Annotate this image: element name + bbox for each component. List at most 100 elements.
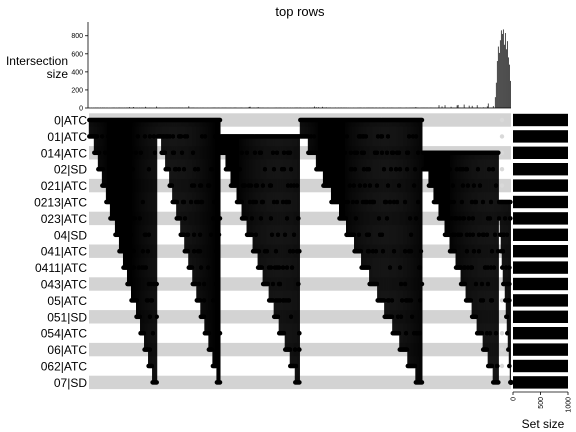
inactive-dot	[499, 380, 505, 385]
set-label: 054|ATC	[41, 327, 88, 341]
set-size-axis-tick-label: 500	[538, 397, 545, 409]
intersection-dot	[494, 363, 500, 369]
intersection-dot	[508, 216, 513, 221]
intersection-dot	[297, 347, 302, 352]
intersection-bar	[316, 107, 317, 108]
intersection-bar	[456, 105, 458, 108]
set-size-bar	[513, 179, 568, 192]
set-size-bar	[513, 163, 568, 176]
intersection-bar	[507, 57, 509, 108]
set-size-bar	[513, 294, 568, 307]
set-size-bar	[513, 376, 568, 389]
intersection-dot	[296, 216, 301, 221]
chart-title: top rows	[275, 4, 325, 19]
intersection-axis-tick-label: 600	[71, 51, 83, 58]
inactive-dot	[499, 347, 505, 352]
inactive-dot	[499, 167, 505, 172]
intersection-dot	[154, 380, 159, 385]
intersection-bar	[496, 61, 498, 108]
intersection-dot	[507, 298, 512, 303]
intersection-bar	[156, 106, 158, 108]
intersection-axis-tick-label: 0	[79, 106, 83, 113]
intersection-bar	[444, 105, 446, 108]
set-size-axis-tick-label: 1000	[566, 397, 573, 413]
set-label: 01|ATC	[47, 130, 87, 144]
intersection-dot	[154, 314, 159, 320]
intersection-dot	[217, 330, 223, 336]
intersection-bar	[497, 46, 499, 108]
intersection-dot	[297, 380, 302, 385]
intersection-size-axis: 0 200 400 600 800	[71, 22, 511, 113]
intersection-dot	[154, 281, 159, 287]
set-size-bar	[513, 277, 568, 291]
set-size-axis-tick-label: 0	[511, 397, 518, 401]
set-label: 02|SD	[54, 163, 87, 177]
intersection-dot	[495, 380, 501, 385]
intersection-bar	[487, 103, 489, 108]
set-label: 06|ATC	[47, 343, 87, 357]
intersection-bar	[506, 41, 508, 109]
intersection-bar	[502, 29, 504, 108]
intersection-bar	[505, 49, 507, 108]
intersection-bar	[145, 106, 146, 108]
intersection-dot	[508, 199, 513, 205]
intersection-bar	[133, 107, 134, 108]
intersection-matrix	[87, 117, 514, 385]
set-size-bar	[513, 130, 568, 143]
set-size-axis-label: Set size	[522, 417, 565, 431]
intersection-size-bars	[89, 29, 511, 109]
intersection-dot	[217, 380, 223, 385]
inactive-dot	[499, 331, 505, 336]
inactive-dot	[499, 134, 505, 139]
intersection-size-axis-label: Intersection size	[6, 54, 68, 81]
intersection-bar	[509, 80, 511, 108]
intersection-bar	[500, 30, 502, 109]
intersection-dot	[419, 380, 425, 385]
intersection-bar	[468, 105, 470, 108]
set-label: 0|ATC	[54, 114, 87, 128]
intersection-bar	[463, 104, 465, 108]
intersection-bar	[257, 107, 259, 108]
intersection-size-axis-label-line2: size	[47, 67, 69, 81]
set-size-bar	[513, 343, 568, 356]
intersection-bar	[249, 106, 251, 108]
set-size-bars	[513, 113, 568, 389]
intersection-dot	[507, 281, 512, 287]
intersection-bar	[129, 107, 130, 108]
intersection-bar	[188, 106, 190, 108]
set-size-axis: 0 500 1000	[511, 391, 573, 413]
set-label: 07|SD	[54, 376, 87, 390]
set-label: 0213|ATC	[34, 196, 87, 210]
intersection-bar	[415, 107, 417, 108]
intersection-bar	[495, 82, 497, 108]
set-label: 0411|ATC	[35, 261, 87, 275]
set-size-bar	[513, 261, 568, 274]
set-size-bar	[513, 113, 568, 127]
intersection-bar	[508, 64, 510, 108]
intersection-dot	[508, 379, 514, 385]
intersection-size-axis-label-line1: Intersection	[6, 54, 68, 68]
intersection-dot	[296, 281, 301, 287]
intersection-bar	[494, 97, 496, 108]
intersection-bar	[318, 107, 319, 108]
set-size-bar	[513, 228, 568, 241]
intersection-bar	[326, 107, 327, 108]
inactive-dot	[499, 298, 505, 303]
intersection-bar	[503, 44, 505, 108]
intersection-bar	[504, 33, 506, 108]
intersection-bar	[450, 106, 452, 108]
intersection-bar	[476, 105, 478, 108]
intersection-bar	[322, 106, 323, 108]
intersection-bar	[486, 106, 488, 108]
intersection-bar	[498, 52, 500, 108]
intersection-bar	[501, 33, 503, 108]
set-label: 062|ATC	[41, 360, 88, 374]
intersection-dot	[217, 117, 223, 123]
intersection-bar	[457, 104, 459, 108]
set-label: 04|SD	[54, 228, 87, 242]
intersection-axis-tick-label: 400	[71, 69, 83, 76]
set-label: 051|SD	[47, 310, 87, 324]
intersection-bar	[471, 105, 473, 108]
intersection-bar	[314, 106, 315, 108]
